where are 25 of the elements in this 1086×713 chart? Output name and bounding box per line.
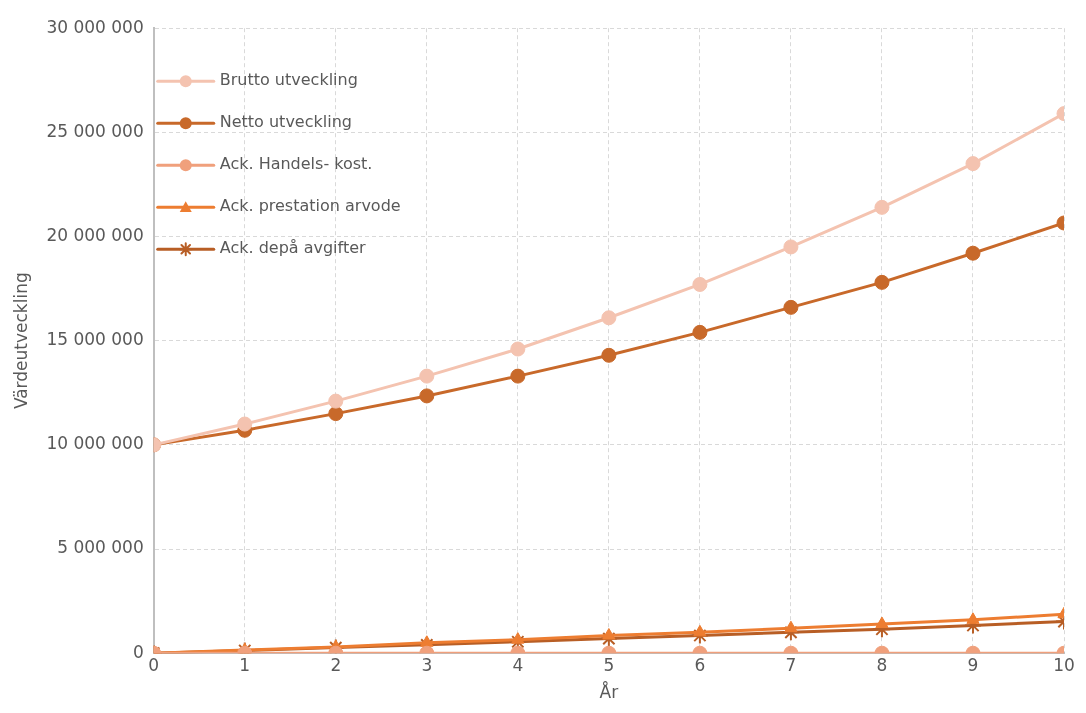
legend-label: Ack. depå avgifter (219, 238, 367, 258)
x-tick-label: 0 (148, 654, 160, 675)
x-tick-label: 7 (785, 654, 797, 675)
x-tick-label: 2 (330, 654, 342, 675)
x-tick-label: 10 (1053, 654, 1075, 675)
x-axis-title: År (599, 681, 619, 703)
legend-label: Netto utveckling (219, 112, 352, 132)
y-tick-label: 5 000 000 (57, 537, 144, 558)
legend-label: Ack. Handels- kost. (219, 154, 373, 174)
y-axis-title: Värdeutveckling (10, 272, 31, 410)
x-tick-label: 8 (876, 654, 888, 675)
x-tick-label: 4 (512, 654, 524, 675)
y-tick-label: 0 (132, 641, 144, 662)
x-tick-label: 5 (603, 654, 615, 675)
legend-label: Ack. prestation arvode (219, 196, 401, 216)
x-tick-label: 9 (967, 654, 979, 675)
y-tick-label: 10 000 000 (46, 433, 144, 454)
y-tick-label: 15 000 000 (46, 329, 144, 350)
y-tick-label: 20 000 000 (46, 224, 144, 245)
y-tick-label: 25 000 000 (46, 120, 144, 141)
x-tick-label: 3 (421, 654, 433, 675)
x-tick-label: 1 (239, 654, 251, 675)
x-tick-label: 6 (694, 654, 706, 675)
legend-label: Brutto utveckling (219, 70, 358, 90)
y-tick-label: 30 000 000 (46, 16, 144, 37)
